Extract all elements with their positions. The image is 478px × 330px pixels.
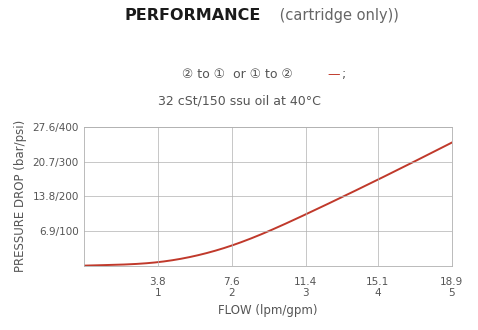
- Text: 1: 1: [154, 288, 161, 298]
- Text: 11.4: 11.4: [294, 277, 317, 287]
- Text: 32 cSt/150 ssu oil at 40°C: 32 cSt/150 ssu oil at 40°C: [158, 94, 320, 107]
- Text: 15.1: 15.1: [366, 277, 390, 287]
- Text: 2: 2: [228, 288, 235, 298]
- Y-axis label: PRESSURE DROP (bar/psi): PRESSURE DROP (bar/psi): [14, 120, 27, 273]
- Text: 5: 5: [448, 288, 455, 298]
- Text: (cartridge only)): (cartridge only)): [275, 8, 399, 23]
- Text: 3: 3: [303, 288, 309, 298]
- Text: ;: ;: [342, 68, 346, 81]
- Text: 4: 4: [374, 288, 381, 298]
- Text: 18.9: 18.9: [440, 277, 463, 287]
- Text: PERFORMANCE: PERFORMANCE: [124, 8, 261, 23]
- X-axis label: FLOW (lpm/gpm): FLOW (lpm/gpm): [218, 304, 317, 317]
- Text: —: —: [327, 68, 340, 81]
- Text: ② to ①  or ① to ②: ② to ① or ① to ②: [182, 68, 296, 81]
- Text: 7.6: 7.6: [223, 277, 240, 287]
- Text: 3.8: 3.8: [149, 277, 166, 287]
